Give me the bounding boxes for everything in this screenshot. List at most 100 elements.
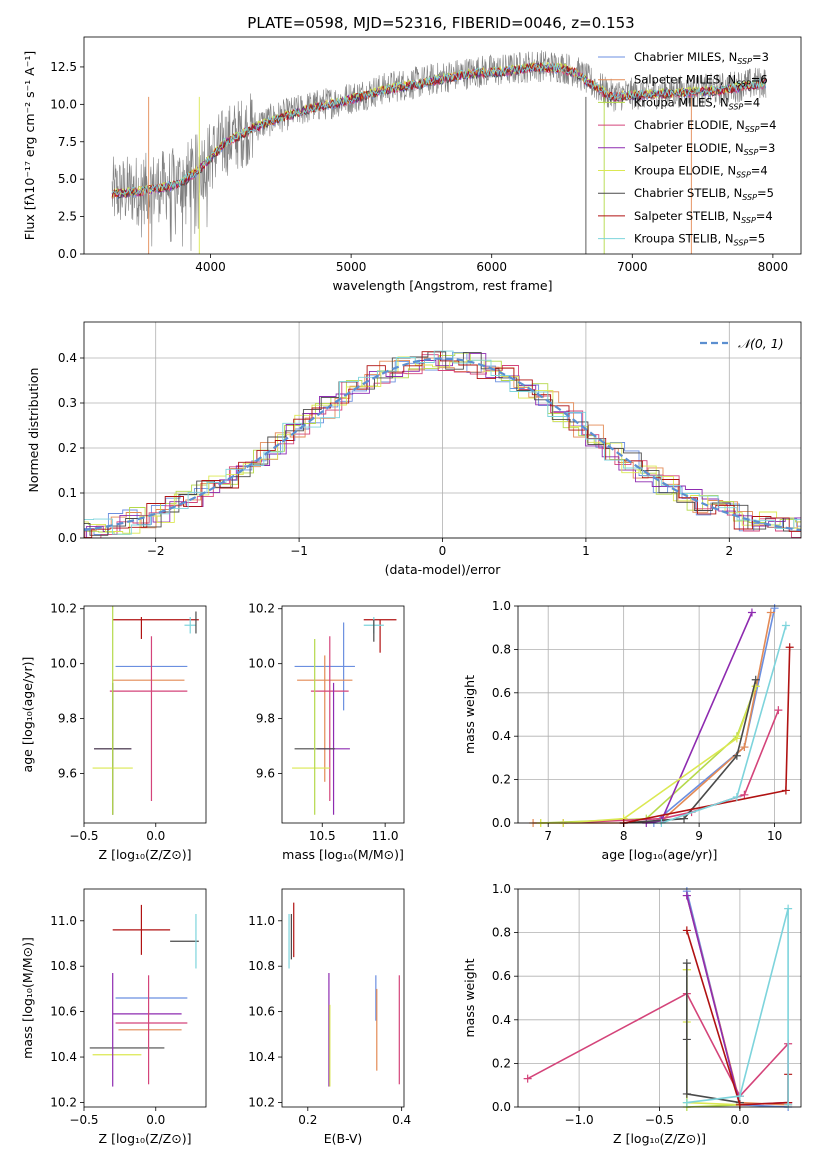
legend-label-sub: SSP xyxy=(744,148,759,157)
series-marker xyxy=(523,1074,532,1083)
y-tick-label: 10.0 xyxy=(50,657,77,671)
model-spectrum-line xyxy=(111,61,766,196)
legend-label: Kroupa ELODIE, NSSP=4 xyxy=(634,164,768,180)
y-tick-label: 10.2 xyxy=(50,602,77,616)
legend-label-suffix: =5 xyxy=(757,186,774,200)
series-marker xyxy=(751,675,760,684)
y-axis-label: Flux [fλ10⁻¹⁷ erg cm⁻² s⁻¹ A⁻¹] xyxy=(22,51,37,240)
plot-area xyxy=(529,604,794,827)
gaussian-curve xyxy=(84,357,801,532)
axes-spectrum: 4000 5000 6000 7000 8000 0.0 2.5 5.0 7.5 10.0 12.5… xyxy=(22,36,802,293)
y-tick-label: 11.0 xyxy=(248,914,275,928)
series-line xyxy=(649,604,779,827)
series-marker xyxy=(770,604,779,613)
x-tick-label: 8 xyxy=(620,829,628,843)
histogram-step xyxy=(84,351,801,536)
axes-frame xyxy=(281,605,405,824)
y-tick-label: 10.0 xyxy=(50,97,77,111)
x-tick-label: −1.0 xyxy=(565,1113,594,1127)
x-tick-label: 7000 xyxy=(617,260,648,274)
legend-label-suffix: =4 xyxy=(756,209,773,223)
series-path xyxy=(686,895,789,1106)
legend-label: Kroupa STELIB, NSSP=5 xyxy=(634,232,765,248)
x-axis-label: Z [log₁₀(Z/Z⊙)] xyxy=(613,1131,706,1146)
axes-frame xyxy=(83,605,207,824)
series-line xyxy=(536,682,760,827)
legend-label-sub: SSP xyxy=(737,57,752,66)
histogram-step xyxy=(84,351,801,538)
axes-residuals: −2 −1 0 1 2 0.0 0.1 0.2 0.3 0.4 (data-model)/error… xyxy=(26,321,802,577)
errorbar-point xyxy=(184,616,196,634)
y-tick-label: 0.2 xyxy=(492,1056,511,1070)
series-line xyxy=(536,682,760,827)
series-path xyxy=(686,895,789,1106)
series-marker xyxy=(732,734,741,743)
legend-label-sub: SSP xyxy=(736,80,751,89)
series-marker xyxy=(732,751,741,760)
histogram-steps xyxy=(84,350,801,538)
legend-label: 𝒩(0, 1) xyxy=(738,336,784,351)
axes-age_vs_mass: 10.5 11.0 9.6 9.8 10.0 10.2 mass [log₁₀(M/M⊙)] xyxy=(248,602,405,862)
plot-area xyxy=(111,50,767,254)
legend-label-sub: SSP xyxy=(745,125,760,134)
axes-mass_vs_Z: −0.5 0.0 10.2 10.4 10.6 10.8 11.0 Z [log₁₀(Z/Z⊙… xyxy=(20,888,207,1146)
series-marker xyxy=(682,1089,691,1098)
x-axis-label: Z [log₁₀(Z/Z⊙)] xyxy=(99,847,192,862)
series-line xyxy=(619,675,760,827)
series-marker xyxy=(747,608,756,617)
axes-age_vs_Z: −0.5 0.0 9.6 9.8 10.0 10.2 Z [log₁₀(Z/Z⊙)] age … xyxy=(20,602,207,862)
series-marker xyxy=(682,1098,691,1107)
series-marker xyxy=(766,608,775,617)
series-marker xyxy=(774,706,783,715)
x-tick-label: 4000 xyxy=(195,260,226,274)
series-marker xyxy=(682,926,691,935)
plot-area xyxy=(89,904,199,1087)
axes-frame xyxy=(281,888,405,1108)
legend-label-suffix: =6 xyxy=(751,73,768,87)
axes-frame xyxy=(517,605,802,824)
series-line xyxy=(682,891,793,1109)
y-axis-label: Normed distribution xyxy=(26,368,41,493)
series-line xyxy=(682,891,793,1109)
y-axis-label: mass [log₁₀(M/M⊙)] xyxy=(20,937,35,1059)
y-tick-label: 10.4 xyxy=(50,1050,77,1064)
series-marker xyxy=(682,891,691,900)
y-tick-label: 0.6 xyxy=(492,686,511,700)
x-tick-label: 5000 xyxy=(336,260,367,274)
series-marker xyxy=(784,904,793,913)
series-marker xyxy=(740,743,749,752)
legend-label-main: Salpeter STELIB, N xyxy=(634,209,741,223)
series-marker xyxy=(784,1100,793,1109)
y-tick-label: 0.3 xyxy=(58,396,77,410)
x-tick-label: 2 xyxy=(725,544,733,558)
legend-label-main: Kroupa MILES, N xyxy=(634,95,729,109)
axes-frame xyxy=(83,321,802,539)
histogram-step xyxy=(84,350,801,535)
y-tick-label: 0.4 xyxy=(58,351,77,365)
y-tick-label: 0.0 xyxy=(58,247,77,261)
y-tick-label: 0.6 xyxy=(492,969,511,983)
series-marker xyxy=(682,959,691,968)
series-line xyxy=(682,904,793,1109)
series-marker xyxy=(732,792,741,801)
y-tick-label: 10.2 xyxy=(50,1095,77,1109)
y-tick-label: 0.0 xyxy=(58,531,77,545)
legend-label-sub: SSP xyxy=(741,216,756,225)
legend-label-suffix: =3 xyxy=(758,141,775,155)
y-tick-label: 0.8 xyxy=(492,642,511,656)
y-tick-label: 9.8 xyxy=(256,712,275,726)
x-tick-label: −1 xyxy=(290,544,308,558)
legend-label-sub: SSP xyxy=(736,171,751,180)
legend-label: Salpeter MILES, NSSP=6 xyxy=(634,73,768,89)
x-tick-label: 6000 xyxy=(476,260,507,274)
plot-area xyxy=(292,616,397,815)
series-path xyxy=(685,969,740,1108)
legend-label: Chabrier MILES, NSSP=3 xyxy=(634,50,769,66)
axes-mw_vs_age: 7 8 9 10 0.0 0.2 0.4 0.6 0.8 1.0 age [log₁₀(age/yr… xyxy=(462,599,802,862)
x-tick-label: 10 xyxy=(767,829,782,843)
y-tick-label: 9.8 xyxy=(58,712,77,726)
plot-area xyxy=(92,606,199,815)
legend-label-main: Salpeter MILES, N xyxy=(634,73,736,87)
x-tick-label: 0 xyxy=(439,544,447,558)
